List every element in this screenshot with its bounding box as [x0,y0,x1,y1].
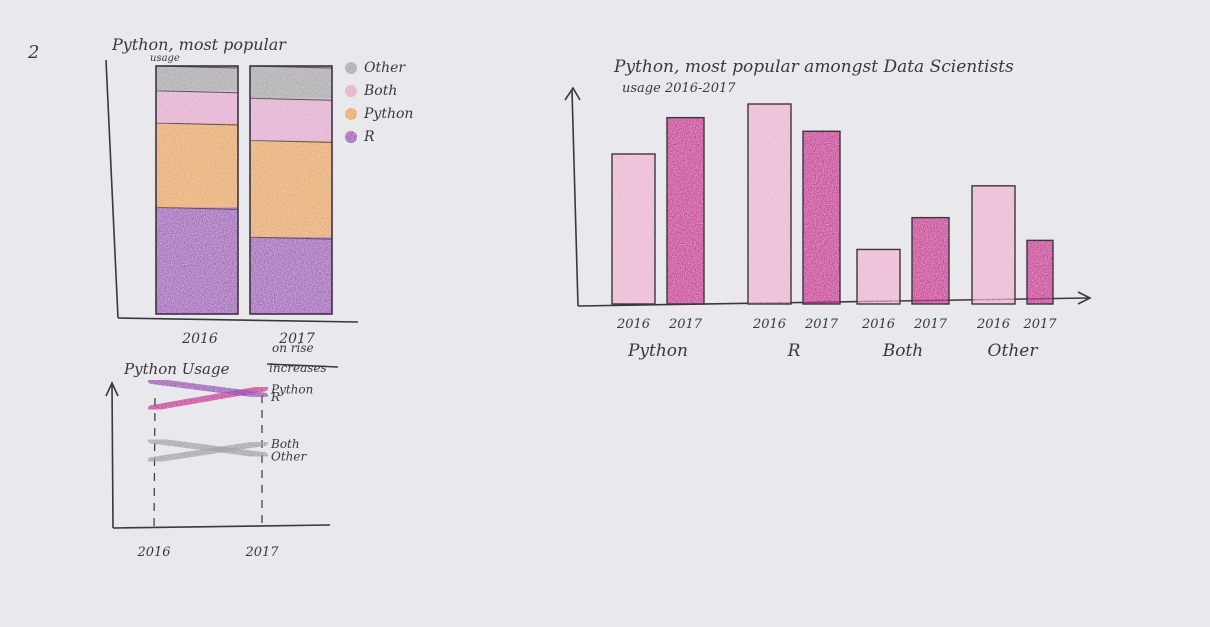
tick-2017-other: 2017 [1022,317,1057,332]
line-label-other: Other [271,449,307,463]
line-label-r: R [270,390,280,404]
grouped-chart-subtitle: usage 2016-2017 [622,81,736,96]
bar-2016-python [612,154,655,304]
bar-2016-both [857,249,900,304]
group-label-r: R [787,341,801,361]
bar-2017-r [803,131,840,304]
group-label-other: Other [988,341,1039,361]
tick-2016-other: 2016 [976,317,1010,332]
stack-segment-edge [155,206,239,210]
tick-2016-python: 2016 [616,317,650,332]
bar-outline-2016-r [747,103,792,305]
group-label-python: Python [627,341,688,361]
bar-2016-r [748,104,791,304]
stacked-chart-title: Python, most popular [111,35,287,54]
stacked-bar-chart: Python, most popular usage 2016 2017 Othe… [105,35,413,347]
line-tick-2016: 2016 [136,545,170,560]
line-tick-labels: 2016 2017 [136,545,279,560]
bar-outline-2016-python [611,153,656,305]
stack-segment-edge [249,236,333,240]
stacked-tick-labels: 2016 2017 [181,331,315,347]
legend-label-other: Other [364,60,406,76]
bar-2017-both [912,217,949,304]
bar-outline-2017-both [911,216,950,305]
stack-segment-other-2017 [250,66,332,99]
line-chart-title-correction: on rise [272,341,314,355]
tick-2016-both: 2016 [861,317,895,332]
stack-segment-python-2017 [250,140,332,238]
stacked-bars [155,65,333,315]
stack-bar-outline-2016 [155,65,239,315]
grouped-bar-chart: Python, most popular amongst Data Scient… [564,57,1092,361]
bar-2016-other [972,185,1015,304]
stack-segment-edge [155,122,239,126]
page-number: 2 [28,42,40,63]
stack-segment-r-2017 [250,237,332,314]
bar-outline-2016-other [971,185,1016,305]
bar-outline-2017-other [1026,239,1054,305]
line-r [148,377,268,399]
group-label-both: Both [882,341,924,361]
stacked-chart-axes [105,59,359,323]
bar-outline-2016-both [856,248,901,305]
stack-segment-r-2016 [156,207,238,314]
stack-segment-other-2016 [156,66,238,91]
bar-2017-python [667,117,704,305]
stack-segment-both-2016 [156,90,238,124]
tick-2017-python: 2017 [668,317,703,332]
legend-swatch-both [345,85,357,97]
strike-through [266,363,339,368]
legend-swatch-r [345,131,357,143]
tick-2017-both: 2017 [913,317,948,332]
line-both [148,439,268,464]
line-tick-2017: 2017 [244,545,279,560]
legend-swatch-python [345,108,357,120]
legend-label-both: Both [363,83,397,99]
stack-segment-both-2017 [250,98,332,141]
bar-outline-2017-python [666,116,705,305]
stack-segment-edge [249,97,333,101]
line-other [148,437,268,459]
legend-label-r: R [363,129,375,145]
tick-2017-r: 2017 [804,317,839,332]
grouped-bars [611,103,1054,305]
stacked-legend: Other Both Python R [345,60,413,145]
stack-tick-2016: 2016 [181,331,218,347]
grouped-chart-title: Python, most popular amongst Data Scient… [613,57,1014,77]
stacked-chart-ylabel: usage [150,53,180,64]
legend-label-python: Python [363,106,413,122]
stack-segment-edge [155,90,239,94]
grouped-tick-labels: 2016 2017 2016 2017 2016 2017 2016 2017 [616,317,1057,332]
stack-bar-outline-2017 [249,65,333,315]
line-series [148,377,268,464]
stack-segment-edge [249,139,333,143]
line-label-python: Python [270,382,313,396]
line-chart-title-struck: increases [269,361,327,375]
legend-swatch-other [345,62,357,74]
line-chart-axes [105,381,331,533]
line-label-both: Both [270,437,300,451]
line-chart-title: Python Usage [123,360,230,378]
tick-2016-r: 2016 [752,317,786,332]
bar-2017-other [1027,240,1053,304]
stack-tick-2017: 2017 [278,331,315,347]
bar-outline-2017-r [802,130,841,305]
grouped-group-labels: Python R Both Other [627,341,1038,361]
stack-segment-python-2016 [156,123,238,208]
